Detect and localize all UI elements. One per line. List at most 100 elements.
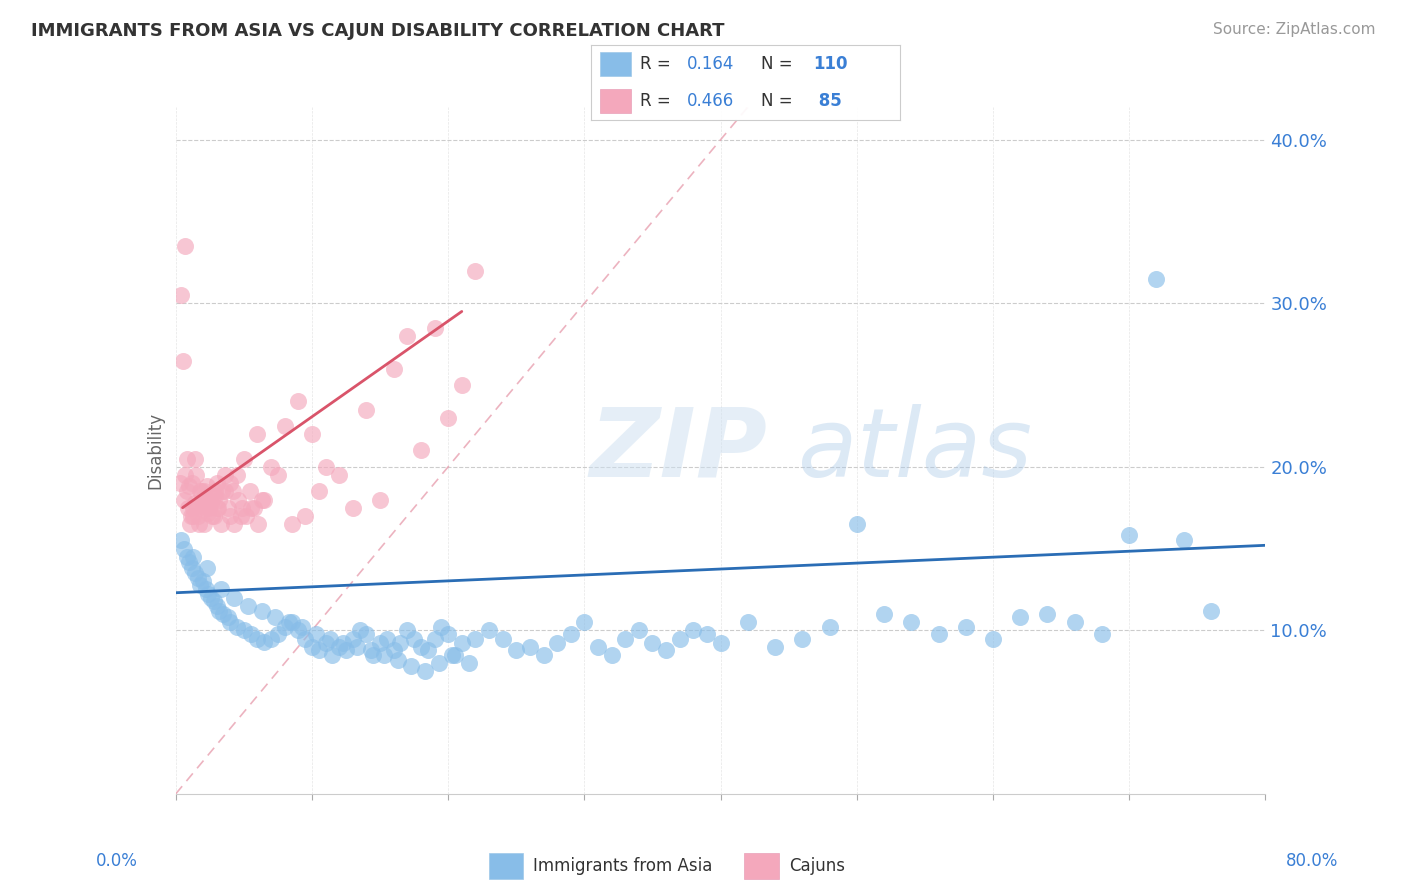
Point <box>253 635 276 649</box>
Point <box>321 648 343 662</box>
Point <box>368 492 391 507</box>
Point <box>763 640 786 654</box>
Point <box>179 479 201 493</box>
Point <box>191 574 214 589</box>
Point <box>873 607 896 621</box>
Point <box>955 620 977 634</box>
Point <box>382 361 405 376</box>
Point <box>1091 626 1114 640</box>
Point <box>287 624 309 638</box>
Point <box>202 508 225 523</box>
Point <box>396 329 419 343</box>
Point <box>328 640 350 654</box>
Point <box>409 443 432 458</box>
Text: 0.0%: 0.0% <box>96 852 138 870</box>
Point <box>409 640 432 654</box>
Point <box>184 566 207 581</box>
Point <box>900 615 922 630</box>
Point <box>478 624 501 638</box>
Point <box>170 288 193 302</box>
Point <box>208 492 231 507</box>
Point <box>574 615 596 630</box>
Point <box>277 615 299 630</box>
Point <box>430 620 453 634</box>
Point <box>190 492 212 507</box>
Point <box>214 467 236 482</box>
Text: atlas: atlas <box>797 404 1032 497</box>
Point <box>560 626 582 640</box>
Point <box>246 427 269 442</box>
Bar <box>745 853 779 880</box>
Point <box>464 263 486 277</box>
Point <box>928 626 950 640</box>
Point <box>239 626 262 640</box>
Point <box>205 599 228 613</box>
Point <box>211 484 233 499</box>
Text: IMMIGRANTS FROM ASIA VS CAJUN DISABILITY CORRELATION CHART: IMMIGRANTS FROM ASIA VS CAJUN DISABILITY… <box>31 22 724 40</box>
Point <box>533 648 555 662</box>
Point <box>247 517 270 532</box>
Point <box>375 632 398 646</box>
Point <box>696 626 718 640</box>
Point <box>360 643 382 657</box>
Point <box>274 419 297 434</box>
Point <box>356 402 378 417</box>
Point <box>181 476 204 491</box>
Point <box>209 517 232 532</box>
Text: Source: ZipAtlas.com: Source: ZipAtlas.com <box>1212 22 1375 37</box>
Point <box>193 517 215 532</box>
Point <box>301 640 323 654</box>
Point <box>818 620 841 634</box>
Point <box>231 500 253 515</box>
Point <box>308 484 330 499</box>
Point <box>252 492 274 507</box>
Point <box>190 484 212 499</box>
Point <box>181 508 204 523</box>
Point <box>457 656 479 670</box>
Point <box>246 632 269 646</box>
Text: Cajuns: Cajuns <box>789 857 845 875</box>
Point <box>1010 610 1032 624</box>
Point <box>180 508 202 523</box>
Point <box>195 561 218 575</box>
Point <box>239 484 262 499</box>
Point <box>194 582 217 597</box>
Point <box>207 500 229 515</box>
Point <box>194 500 217 515</box>
Point <box>280 615 302 630</box>
Point <box>205 476 228 491</box>
Point <box>197 587 219 601</box>
Point <box>450 378 472 392</box>
Point <box>1063 615 1085 630</box>
Point <box>176 451 198 466</box>
Point <box>173 541 195 556</box>
Point <box>710 636 733 650</box>
Point <box>222 517 245 532</box>
Point <box>404 632 426 646</box>
Point <box>172 353 194 368</box>
Point <box>315 636 337 650</box>
Point <box>219 476 242 491</box>
Text: 0.164: 0.164 <box>686 55 734 73</box>
Point <box>342 500 364 515</box>
Text: ZIP: ZIP <box>591 404 768 497</box>
Point <box>217 500 239 515</box>
Point <box>201 508 224 523</box>
Point <box>546 636 568 650</box>
Point <box>423 632 446 646</box>
Point <box>427 656 450 670</box>
Point <box>188 577 211 591</box>
Text: Immigrants from Asia: Immigrants from Asia <box>533 857 713 875</box>
Point <box>401 659 423 673</box>
Point <box>315 459 337 474</box>
Point <box>204 484 226 499</box>
Point <box>239 500 262 515</box>
Bar <box>600 52 631 77</box>
Point <box>218 508 240 523</box>
Point <box>183 549 205 564</box>
Point <box>346 640 368 654</box>
Point <box>186 467 208 482</box>
Point <box>267 467 290 482</box>
Point <box>361 648 384 662</box>
Point <box>250 604 273 618</box>
